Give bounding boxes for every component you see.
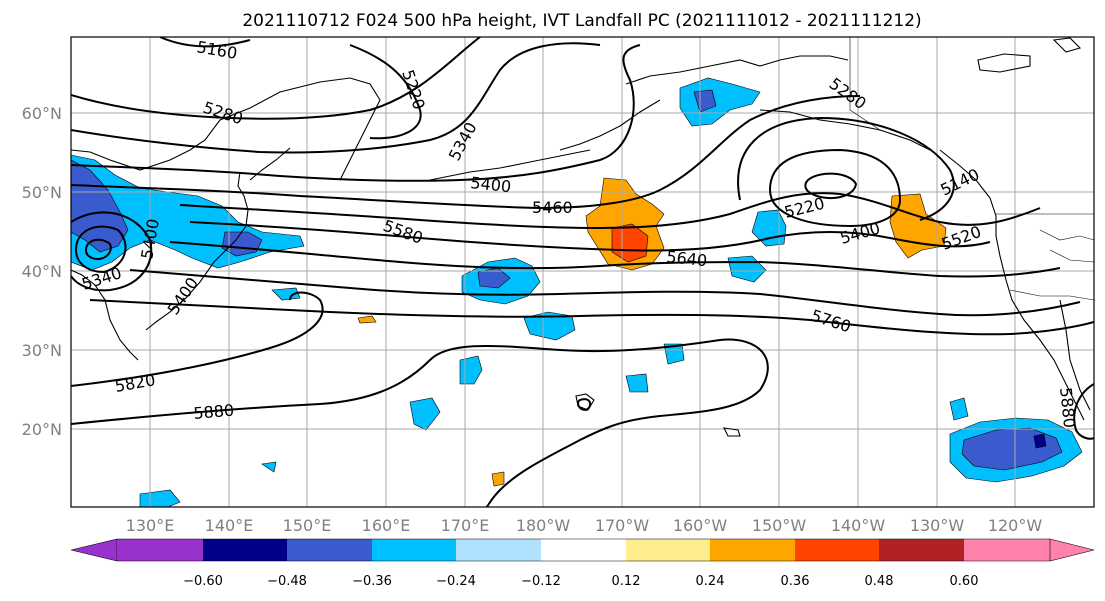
colorbar-segment <box>287 539 372 561</box>
lat-label: 40°N <box>22 262 62 281</box>
ivt-negative-area <box>1033 433 1047 449</box>
lon-label: 160°E <box>362 516 411 535</box>
colorbar-tick-label: 0.48 <box>865 574 894 589</box>
ivt-negative-area <box>625 373 649 393</box>
contour-5220 <box>349 44 422 140</box>
contour-label: 5400 <box>470 173 512 196</box>
contour-label: 5460 <box>532 198 573 217</box>
ivt-shading <box>71 77 1083 507</box>
contour-5880 <box>71 338 769 507</box>
contour-low <box>804 172 858 200</box>
lon-label: 160°W <box>673 516 728 535</box>
longitude-labels: 130°E 140°E 150°E 160°E 170°E 180°W 170°… <box>126 516 1043 535</box>
contour-5640 <box>169 241 1061 278</box>
lon-label: 150°E <box>283 516 332 535</box>
colorbar-segment <box>456 539 541 561</box>
contour-label: 5880 <box>193 401 235 423</box>
lon-label: 150°W <box>752 516 807 535</box>
contour-5880-east <box>1073 383 1094 440</box>
lat-label: 60°N <box>22 104 62 123</box>
contour-5760 <box>89 299 1094 336</box>
ivt-negative-area <box>523 311 576 341</box>
ivt-negative-area <box>271 287 301 301</box>
colorbar-segment <box>626 539 710 561</box>
lon-label: 170°W <box>595 516 650 535</box>
lat-label: 20°N <box>22 420 62 439</box>
contour-5400 <box>71 44 641 182</box>
contour-5580 <box>189 221 991 252</box>
contour-low-west <box>84 238 112 260</box>
colorbar-tick-label: −0.24 <box>436 574 476 589</box>
lat-label: 50°N <box>22 183 62 202</box>
ivt-positive-area <box>491 471 505 487</box>
latitude-labels: 60°N 50°N 40°N 30°N 20°N <box>22 104 62 439</box>
colorbar-segment <box>203 539 287 561</box>
lon-label: 140°E <box>205 516 254 535</box>
ivt-negative-area <box>409 397 441 431</box>
plot-frame <box>70 36 1095 508</box>
contour-5340 <box>71 42 601 154</box>
colorbar-segment <box>372 539 456 561</box>
contour-5220 <box>768 148 902 228</box>
ivt-positive-area <box>357 315 377 324</box>
lat-label: 30°N <box>22 341 62 360</box>
contour-5280 <box>71 37 481 120</box>
colorbar-tick-label: −0.12 <box>521 574 561 589</box>
map-title: 2021110712 F024 500 hPa height, IVT Land… <box>242 11 921 31</box>
lon-label: 140°W <box>831 516 886 535</box>
graticule <box>71 37 1094 507</box>
ivt-negative-area <box>261 461 277 473</box>
colorbar-segment <box>117 539 203 561</box>
colorbar-tick-label: −0.36 <box>352 574 392 589</box>
contour-5820 <box>71 291 324 387</box>
lon-label: 130°E <box>126 516 175 535</box>
colorbar-segment <box>879 539 964 561</box>
contour-label: 5880 <box>1056 386 1079 428</box>
colorbar-extend-low <box>70 538 118 562</box>
ivt-negative-area <box>221 231 263 257</box>
ivt-negative-area <box>663 343 685 365</box>
colorbar: −0.60 −0.48 −0.36 −0.24 −0.12 0.12 0.24 … <box>70 538 1095 589</box>
contour-5160 <box>159 37 251 48</box>
contour-5700 <box>129 269 1081 317</box>
colorbar-tick-label: 0.12 <box>612 574 641 589</box>
contour-5460 <box>71 95 861 210</box>
ivt-negative-area <box>477 267 511 289</box>
contour-low-west <box>71 211 153 292</box>
contour-5520 <box>179 192 1041 230</box>
colorbar-segment <box>541 539 626 561</box>
colorbar-segment <box>964 539 1050 561</box>
lon-label: 130°W <box>910 516 965 535</box>
contour-5280 <box>737 116 955 221</box>
colorbar-tick-label: −0.48 <box>267 574 307 589</box>
contour-label: 5640 <box>666 247 708 270</box>
contour-5880 <box>577 398 592 412</box>
contour-low-west <box>74 225 127 274</box>
colorbar-segment <box>795 539 879 561</box>
colorbar-segment <box>710 539 795 561</box>
lon-label: 170°E <box>441 516 490 535</box>
colorbar-tick-label: 0.24 <box>696 574 725 589</box>
colorbar-extend-high <box>1049 538 1095 562</box>
ivt-positive-area <box>611 223 649 263</box>
lon-label: 180°W <box>516 516 571 535</box>
height-contours <box>71 37 1094 507</box>
lon-label: 120°W <box>988 516 1043 535</box>
ivt-positive-area <box>889 193 947 259</box>
colorbar-tick-label: 0.36 <box>781 574 810 589</box>
ivt-negative-area <box>949 397 969 421</box>
colorbar-tick-label: 0.60 <box>950 574 979 589</box>
plot-area <box>71 37 1094 507</box>
colorbar-tick-label: −0.60 <box>183 574 223 589</box>
